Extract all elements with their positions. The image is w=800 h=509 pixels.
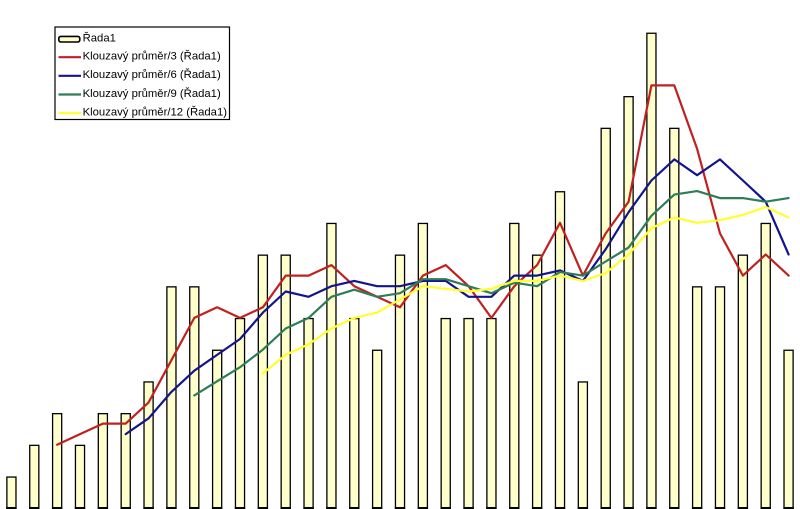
svg-text:Řada1: Řada1 (83, 32, 116, 45)
svg-text:Klouzavý průměr/12 (Řada1): Klouzavý průměr/12 (Řada1) (83, 106, 228, 119)
svg-text:Klouzavý průměr/3 (Řada1): Klouzavý průměr/3 (Řada1) (83, 50, 221, 63)
svg-text:Klouzavý průměr/9 (Řada1): Klouzavý průměr/9 (Řada1) (83, 87, 221, 100)
svg-text:Klouzavý průměr/6 (Řada1): Klouzavý průměr/6 (Řada1) (83, 68, 221, 81)
